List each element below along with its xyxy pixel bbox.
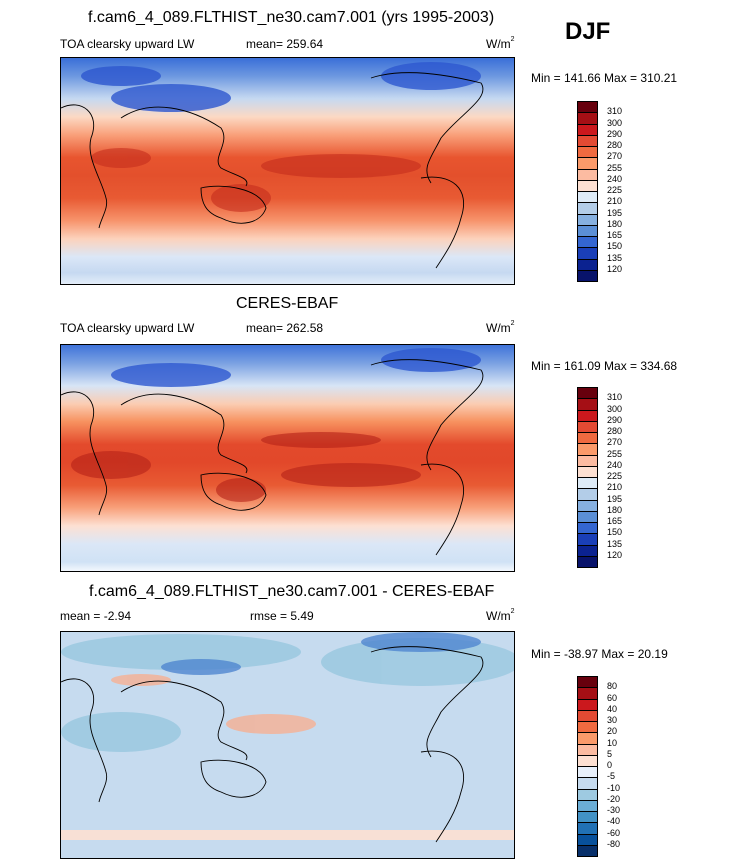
panel3-mean-label: mean = -2.94: [60, 609, 132, 623]
panel3-map: [60, 631, 521, 859]
colorbar-tick-label: 60: [607, 692, 618, 703]
colorbar-tick-label: 5: [607, 748, 613, 759]
colorbar-tick-label: 210: [607, 196, 623, 207]
colorbar-tick-label: 240: [607, 459, 623, 470]
panel1-units-label: W/m2: [486, 36, 515, 51]
colorbar-tick-label: 195: [607, 207, 623, 218]
colorbar-tick-label: 165: [607, 516, 623, 526]
panel2-minmax-label: Min = 161.09 Max = 334.68: [531, 359, 678, 373]
colorbar-tick-label: 80: [607, 681, 618, 692]
panel2-coastlines: [60, 359, 484, 556]
panel3-map-canvas: [60, 632, 521, 858]
colorbar-tick-label: 180: [607, 504, 623, 515]
colorbar-tick-label: 290: [607, 128, 623, 139]
colorbar-tick-label: 20: [607, 726, 618, 737]
panel3-header: f.cam6_4_089.FLTHIST_ne30.cam7.001 - CER…: [89, 583, 495, 600]
colorbar-tick-label: 150: [607, 527, 623, 538]
colorbar-tick-label: -20: [607, 793, 621, 804]
colorbar-tick-label: 255: [607, 162, 623, 173]
panel1-map-canvas: [60, 58, 514, 284]
colorbar-tick-label: -40: [607, 816, 621, 827]
colorbar-tick-label: 150: [607, 241, 623, 252]
colorbar-tick-label: 240: [607, 173, 623, 184]
colorbar-tick-label: 270: [607, 151, 623, 162]
panel1-coastlines: [60, 72, 484, 269]
colorbar-tick-label: -80: [607, 838, 621, 849]
panel2-header: CERES-EBAF: [236, 295, 339, 312]
panel1-colorbar: [577, 101, 598, 282]
colorbar-tick-label: 195: [607, 493, 623, 504]
colorbar-tick-label: 310: [607, 392, 623, 403]
colorbar-tick-label: 165: [607, 230, 623, 240]
colorbar-tick-label: 225: [607, 185, 623, 195]
panel3-minmax-label: Min = -38.97 Max = 20.19: [531, 647, 668, 661]
colorbar-tick-label: -10: [607, 782, 621, 793]
colorbar-tick-label: 225: [607, 471, 623, 481]
colorbar-tick-label: 135: [607, 252, 623, 263]
colorbar-tick-label: 135: [607, 538, 623, 549]
panel3-coastlines: [60, 646, 484, 843]
colorbar-tick-label: 210: [607, 482, 623, 493]
panel3-units-label: W/m2: [486, 608, 515, 623]
panel3-rmse-label: rmse = 5.49: [250, 609, 314, 623]
panel1-map: [60, 57, 515, 285]
colorbar-tick-label: -60: [607, 827, 621, 838]
colorbar-tick-label: 120: [607, 549, 623, 560]
panel2-map-canvas: [60, 345, 514, 571]
colorbar-tick-label: 310: [607, 106, 623, 117]
panel2-colorbar: [577, 387, 598, 568]
colorbar-tick-label: 40: [607, 703, 618, 714]
colorbar-tick-label: 30: [607, 715, 618, 725]
colorbar-tick-label: 180: [607, 218, 623, 229]
colorbar-tick-label: 270: [607, 437, 623, 448]
panel1-minmax-label: Min = 141.66 Max = 310.21: [531, 71, 678, 85]
colorbar-tick-label: 255: [607, 448, 623, 459]
panel3-colorbar: [577, 676, 598, 857]
colorbar-tick-label: 280: [607, 426, 623, 436]
colorbar-tick-label: 290: [607, 414, 623, 425]
panel2-units-label: W/m2: [486, 320, 515, 335]
colorbar-tick-label: 0: [607, 760, 613, 770]
colorbar-tick-label: 300: [607, 403, 623, 414]
colorbar-swatch: [577, 555, 598, 568]
figure-title: f.cam6_4_089.FLTHIST_ne30.cam7.001 (yrs …: [88, 9, 495, 26]
colorbar-tick-label: 300: [607, 117, 623, 128]
colorbar-swatch: [577, 844, 598, 857]
colorbar-tick-label: -30: [607, 805, 621, 815]
colorbar-tick-label: 120: [607, 263, 623, 274]
colorbar-tick-label: 10: [607, 737, 618, 748]
colorbar-tick-label: -5: [607, 771, 616, 782]
panel2-mean-label: mean= 262.58: [246, 321, 324, 335]
colorbar-tick-label: 280: [607, 140, 623, 150]
season-label: DJF: [565, 18, 611, 45]
panel2-map: [60, 344, 515, 572]
panel2-variable-label: TOA clearsky upward LW: [60, 321, 195, 335]
colorbar-swatch: [577, 269, 598, 282]
panel1-mean-label: mean= 259.64: [246, 37, 324, 51]
panel1-variable-label: TOA clearsky upward LW: [60, 37, 195, 51]
